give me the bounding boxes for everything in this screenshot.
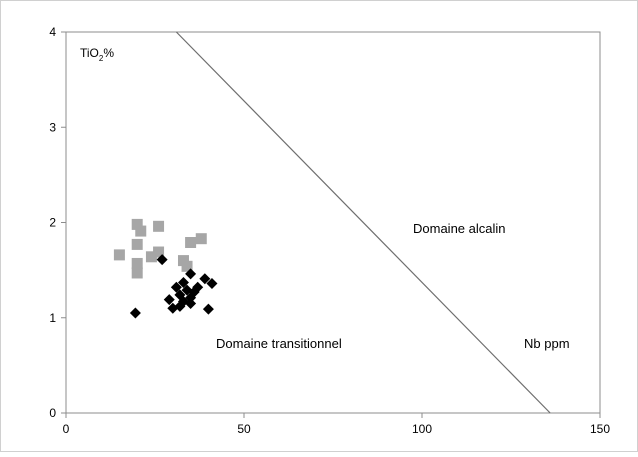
data-point-square xyxy=(131,257,143,269)
x-tick-label: 150 xyxy=(590,422,610,436)
data-point-diamond xyxy=(185,297,197,309)
data-point-square xyxy=(185,237,197,249)
data-point-square xyxy=(135,225,147,237)
data-point-diamond xyxy=(174,300,186,312)
data-point-square xyxy=(177,255,189,267)
plot-area xyxy=(65,31,601,414)
data-point-diamond xyxy=(156,254,168,266)
domain-boundary-line xyxy=(175,31,551,414)
y-tick-label: 4 xyxy=(49,25,56,39)
x-tick-label: 100 xyxy=(412,422,432,436)
data-point-diamond xyxy=(129,307,141,319)
data-point-square xyxy=(113,249,125,261)
data-point-diamond xyxy=(185,268,197,280)
data-point-diamond xyxy=(206,277,218,289)
annotation-transitional-domain: Domaine transitionnel xyxy=(216,336,342,351)
data-point-square xyxy=(153,220,165,232)
y-tick-label: 0 xyxy=(49,406,56,420)
y-tick-label: 2 xyxy=(49,216,56,230)
data-point-square xyxy=(131,238,143,250)
x-tick-label: 0 xyxy=(63,422,70,436)
x-axis-label: Nb ppm xyxy=(524,336,570,351)
data-point-diamond xyxy=(163,294,175,306)
y-tick-label: 3 xyxy=(49,120,56,134)
data-point-diamond xyxy=(199,273,211,285)
data-point-square xyxy=(195,233,207,245)
data-point-diamond xyxy=(170,281,182,293)
data-point-square xyxy=(145,251,157,263)
data-point-diamond xyxy=(177,277,189,289)
data-point-diamond xyxy=(185,292,197,304)
annotation-alkaline-domain: Domaine alcalin xyxy=(413,221,506,236)
y-tick-label: 1 xyxy=(49,311,56,325)
x-tick-label: 50 xyxy=(237,422,251,436)
data-point-square xyxy=(153,246,165,258)
y-axis-label: TiO2% xyxy=(80,46,114,63)
data-point-diamond xyxy=(202,303,214,315)
data-point-square xyxy=(131,218,143,230)
data-point-square xyxy=(181,260,193,272)
data-point-square xyxy=(131,267,143,279)
